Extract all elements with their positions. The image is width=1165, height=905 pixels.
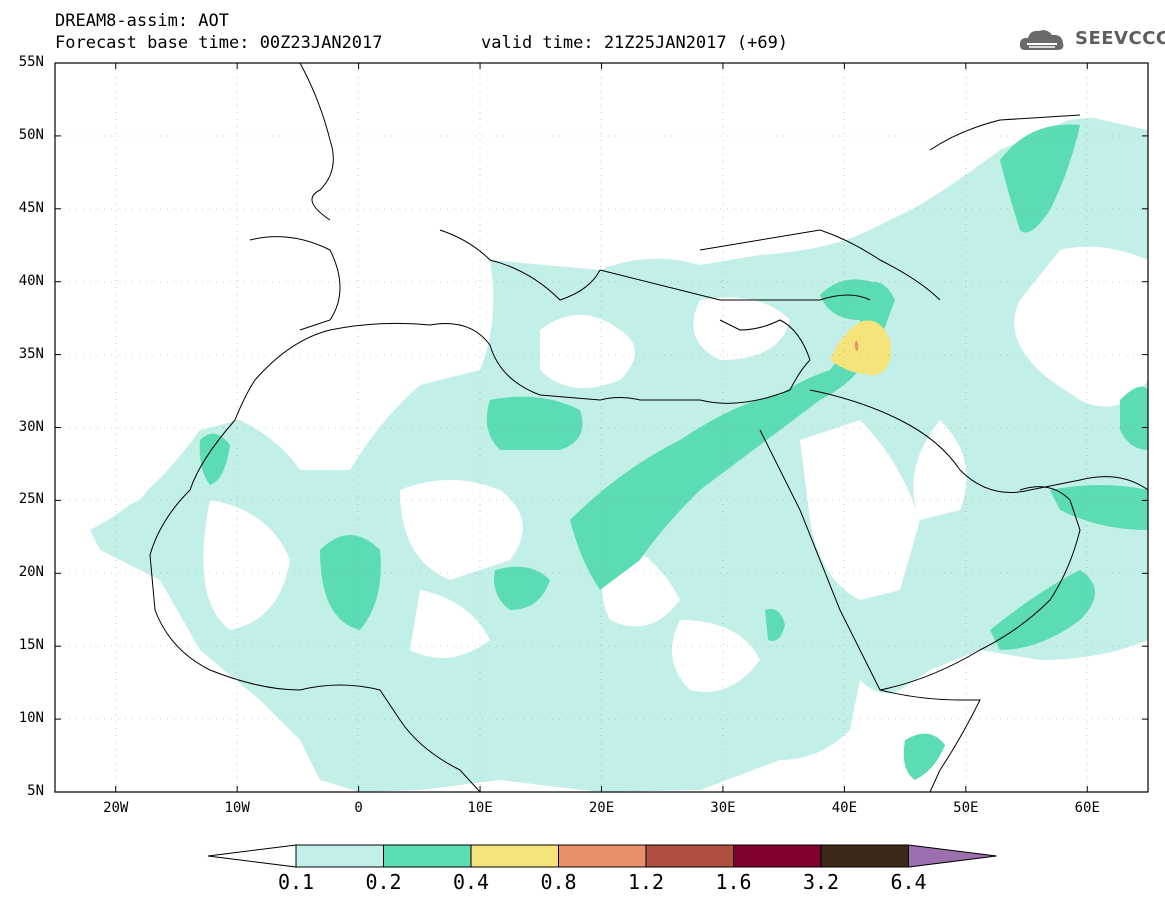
lon-label: 0 <box>354 800 363 816</box>
title-line: DREAM8-assim: AOT <box>55 11 229 31</box>
colorbar-swatch <box>295 844 384 868</box>
lon-label: 10W <box>224 800 250 816</box>
lat-label: 15N <box>18 637 44 654</box>
aot-field-0-2 <box>570 282 895 590</box>
lat-label: 5N <box>27 783 44 799</box>
colorbar-low-arrow <box>207 844 297 868</box>
lat-label: 20N <box>18 564 44 581</box>
colorbar-label: 0.4 <box>452 870 490 894</box>
lat-label: 25N <box>18 491 44 508</box>
lon-label: 20W <box>103 800 129 816</box>
logo-text: SEEVCCC <box>1075 28 1165 49</box>
colorbar <box>207 844 997 868</box>
colorbar-swatch <box>645 844 734 868</box>
colorbar-label: 6.4 <box>890 870 927 894</box>
colorbar-swatch <box>820 844 909 868</box>
lat-label: 55N <box>18 54 44 70</box>
lon-label: 50E <box>953 800 979 816</box>
lat-label: 10N <box>18 710 44 727</box>
cloud-logo-icon <box>1019 30 1064 50</box>
lon-label: 40E <box>831 800 858 816</box>
colorbar-label: 1.2 <box>627 870 665 894</box>
lat-label: 35N <box>18 345 44 362</box>
aot-field-0-4 <box>830 320 891 375</box>
colorbar-label: 0.1 <box>277 870 315 894</box>
valid-time-label: valid time: 21Z25JAN2017 (+69) <box>481 33 789 53</box>
lat-label: 50N <box>18 126 44 143</box>
axis-ticks <box>55 62 1148 793</box>
lat-label: 40N <box>18 272 44 289</box>
colorbar-swatch <box>470 844 559 868</box>
base-time-label: Forecast base time: 00Z23JAN2017 <box>55 33 383 53</box>
lon-label: 60E <box>1074 800 1100 816</box>
grid-lines <box>55 63 1148 792</box>
colorbar-swatch <box>383 844 472 868</box>
aot-contour-layer <box>55 63 1148 792</box>
colorbar-swatch <box>733 844 822 868</box>
colorbar-label: 0.2 <box>365 870 402 894</box>
lon-label: 10E <box>467 800 493 816</box>
lon-label: 20E <box>588 800 615 816</box>
lon-label: 30E <box>710 800 736 816</box>
lat-label: 45N <box>18 199 44 216</box>
lat-label: 30N <box>18 418 44 435</box>
colorbar-label: 3.2 <box>802 870 840 894</box>
colorbar-label: 0.8 <box>540 870 577 894</box>
coastline-layer <box>149 63 1148 792</box>
colorbar-label: 1.6 <box>715 870 752 894</box>
colorbar-high-arrow <box>908 844 997 868</box>
colorbar-swatch <box>558 844 647 868</box>
